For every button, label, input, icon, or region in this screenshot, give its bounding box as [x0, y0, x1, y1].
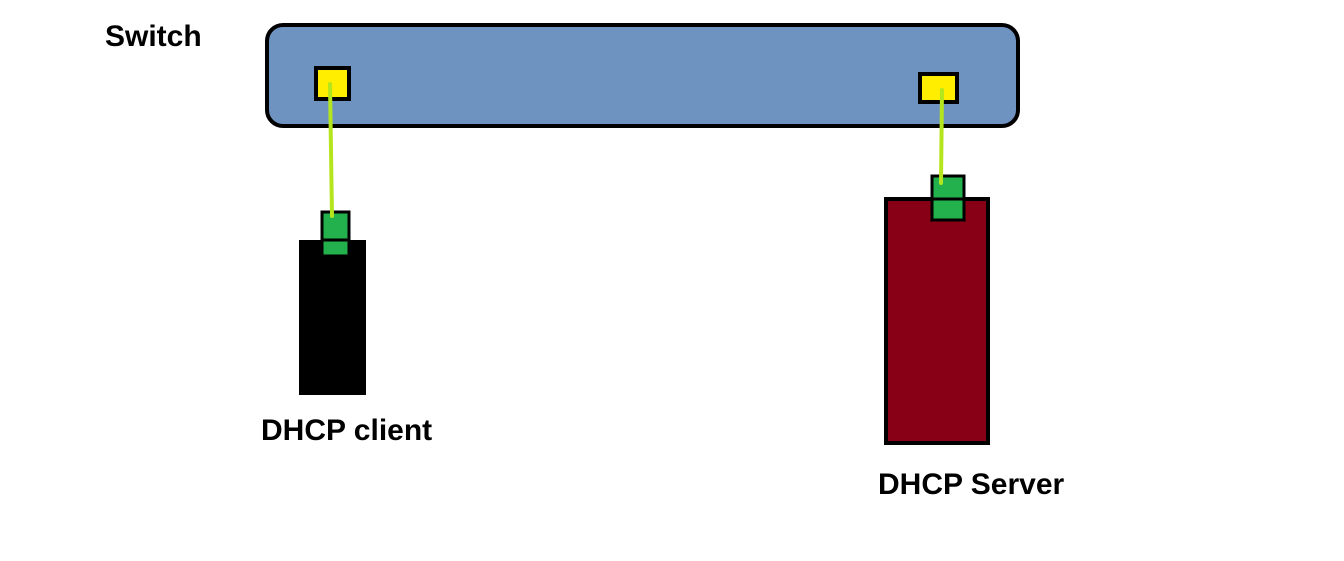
dhcp-server-device: [884, 197, 990, 445]
switch-port-right: [918, 72, 959, 104]
client-cable: [328, 82, 334, 218]
switch-port-left: [314, 66, 351, 101]
switch-label: Switch: [105, 20, 202, 53]
client-connector: [320, 210, 351, 258]
server-cable: [939, 88, 944, 185]
dhcp-client-device: [299, 240, 366, 395]
switch-body: [265, 23, 1020, 128]
dhcp-server-label: DHCP Server: [878, 468, 1065, 501]
dhcp-client-label: DHCP client: [261, 414, 433, 447]
